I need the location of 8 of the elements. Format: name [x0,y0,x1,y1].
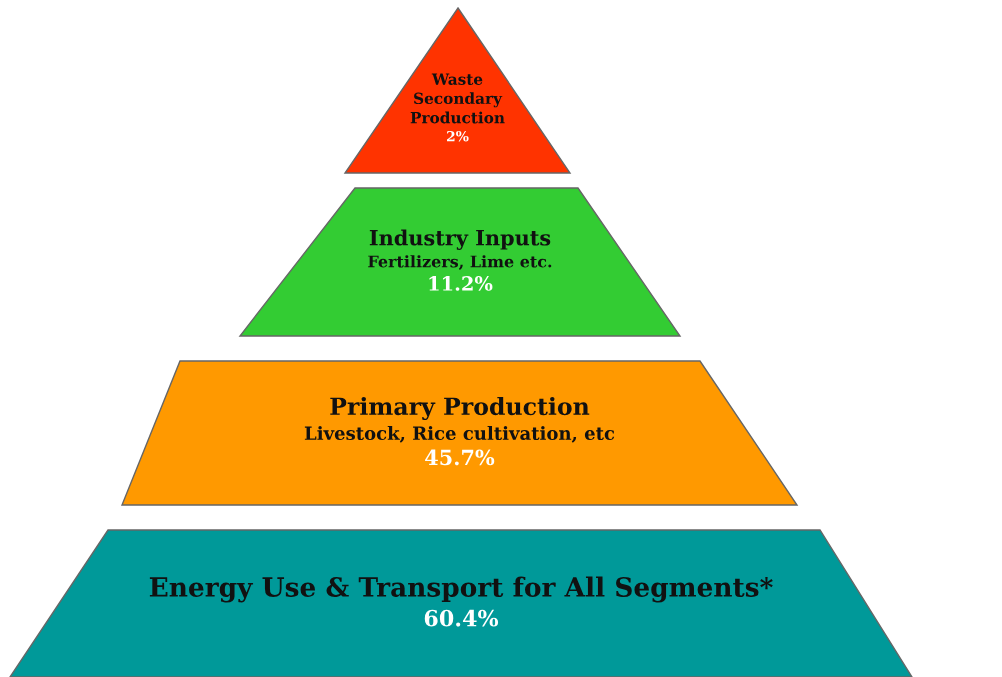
category-label: Industry Inputs Fertilizers, Lime etc. [368,229,552,270]
category-label: Waste Secondary Production [410,73,505,124]
category-label: Primary Production Livestock, Rice cultivation, etc [304,396,615,443]
data-label: 2% [447,130,469,142]
data-label: 11.2% [429,276,493,291]
data-label: 60.4% [424,609,499,627]
data-label: 45.7% [425,449,495,466]
category-label: Energy Use & Transport for All Segments* [149,576,773,603]
